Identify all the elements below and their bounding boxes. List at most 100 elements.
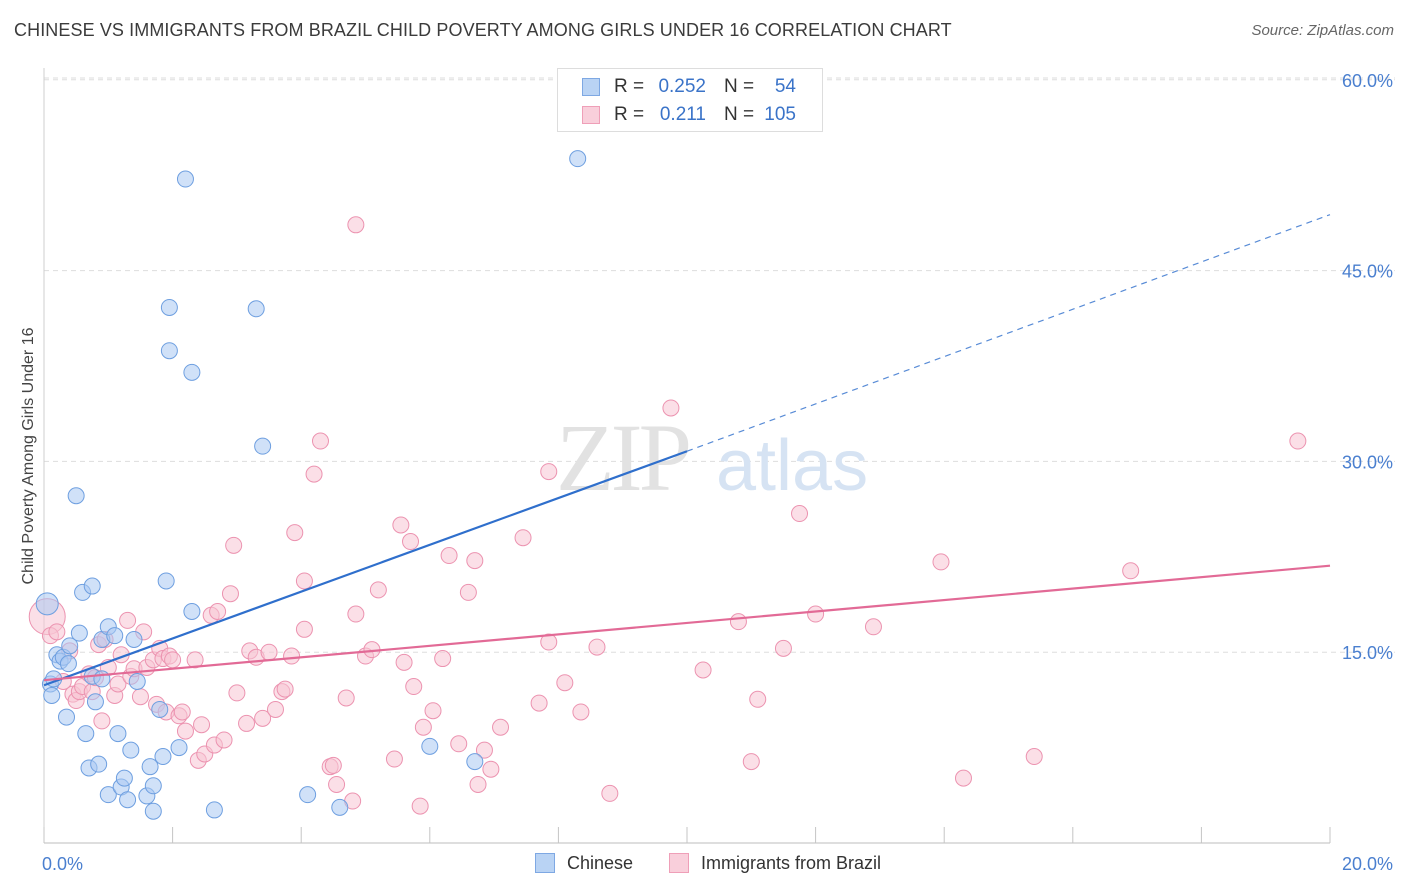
brazil-point [424, 702, 442, 720]
brazil-point [1122, 562, 1140, 580]
brazil-point [109, 675, 127, 693]
brazil-point [119, 611, 137, 629]
brazil-point [588, 638, 606, 656]
gridlines [44, 77, 1395, 653]
r-label: R = [614, 76, 645, 97]
chinese-point [119, 791, 137, 809]
chinese-point [67, 487, 85, 505]
brazil-point [530, 694, 548, 712]
chinese-point [128, 672, 146, 690]
chinese-point [144, 802, 162, 820]
series-brazil-points [28, 216, 1307, 815]
brazil-point [556, 674, 574, 692]
brazil-point [164, 651, 182, 669]
chinese-point [247, 300, 265, 318]
brazil-point [337, 689, 355, 707]
brazil-point [173, 703, 191, 721]
brazil-point [469, 775, 487, 793]
chinese-point [160, 298, 178, 316]
chinese-point [466, 753, 484, 771]
chinese-point [254, 437, 272, 455]
series-legend: Chinese Immigrants from Brazil [0, 852, 1406, 878]
y-axis-title: Child Poverty Among Girls Under 16 [20, 327, 37, 584]
brazil-point [193, 716, 211, 734]
chinese-point [86, 693, 104, 711]
chinese-point [299, 786, 317, 804]
brazil-point [395, 653, 413, 671]
chinese-point [61, 637, 79, 655]
y-tick-label: 15.0% [1342, 643, 1393, 663]
chinese-point [170, 739, 188, 757]
x-tick-label: 20.0% [1342, 854, 1393, 874]
chinese-point [43, 686, 61, 704]
brazil-point [286, 524, 304, 542]
chinese-point [83, 577, 101, 595]
brazil-point [459, 583, 477, 601]
brazil-point [254, 709, 272, 727]
chinese-point [183, 602, 201, 620]
brazil-point [238, 714, 256, 732]
brazil-point [492, 718, 510, 736]
legend-label-chinese: Chinese [567, 853, 634, 873]
y-tick-label: 45.0% [1342, 262, 1393, 282]
brazil-point [347, 605, 365, 623]
chinese-point [421, 737, 439, 755]
brazil-point [215, 731, 233, 749]
n-label: N = [724, 104, 755, 125]
chinese-point [115, 769, 133, 787]
trend-lines [43, 214, 1331, 687]
stats-legend: R = 0.252 N = 54 R = 0.211 N = 105 [557, 68, 823, 132]
brazil-point [450, 735, 468, 753]
brazil-point [405, 678, 423, 696]
n-value: 105 [764, 104, 796, 125]
chinese-point [90, 755, 108, 773]
brazil-point [482, 760, 500, 778]
brazil-point [305, 465, 323, 483]
brazil-point [209, 602, 227, 620]
tick-labels: 15.0% 30.0% 45.0% 60.0% 0.0% 20.0% [42, 71, 1393, 874]
brazil-point [749, 690, 767, 708]
brazil-point [392, 516, 410, 534]
chinese-point [125, 630, 143, 648]
brazil-point [1289, 432, 1307, 450]
watermark-atlas: atlas [716, 426, 868, 506]
brazil-point [540, 633, 558, 651]
chinese-legend-swatch [535, 853, 555, 873]
r-value: 0.252 [658, 76, 706, 97]
chinese-point [106, 627, 124, 645]
source-label: Source: ZipAtlas.com [1251, 22, 1394, 39]
brazil-point [601, 784, 619, 802]
brazil-point [1025, 748, 1043, 766]
brazil-point [385, 750, 403, 768]
brazil-point [864, 618, 882, 636]
chinese-trend-line [43, 450, 688, 687]
brazil-point [932, 553, 950, 571]
chinese-point [99, 786, 117, 804]
brazil-point [295, 572, 313, 590]
chinese-point [569, 150, 587, 168]
stats-legend-row-brazil: R = 0.211 N = 105 [558, 101, 822, 129]
brazil-point [954, 769, 972, 787]
chinese-point [160, 342, 178, 360]
brazil-point [434, 650, 452, 668]
y-tick-label: 60.0% [1342, 71, 1393, 91]
chinese-point [157, 572, 175, 590]
brazil-point [131, 688, 149, 706]
brazil-point [729, 613, 747, 631]
brazil-point [402, 533, 420, 551]
chinese-point [154, 748, 172, 766]
chinese-point [144, 777, 162, 795]
brazil-point [311, 432, 329, 450]
brazil-legend-swatch [669, 853, 689, 873]
chinese-point [183, 363, 201, 381]
chart-title: CHINESE VS IMMIGRANTS FROM BRAZIL CHILD … [14, 20, 952, 40]
brazil-point [225, 536, 243, 554]
brazil-point [807, 605, 825, 623]
brazil-point [475, 741, 493, 759]
brazil-trend-line [43, 564, 1331, 682]
brazil-point [414, 718, 432, 736]
chinese-point [35, 592, 59, 616]
legend-label-brazil: Immigrants from Brazil [701, 853, 882, 873]
brazil-point [260, 643, 278, 661]
